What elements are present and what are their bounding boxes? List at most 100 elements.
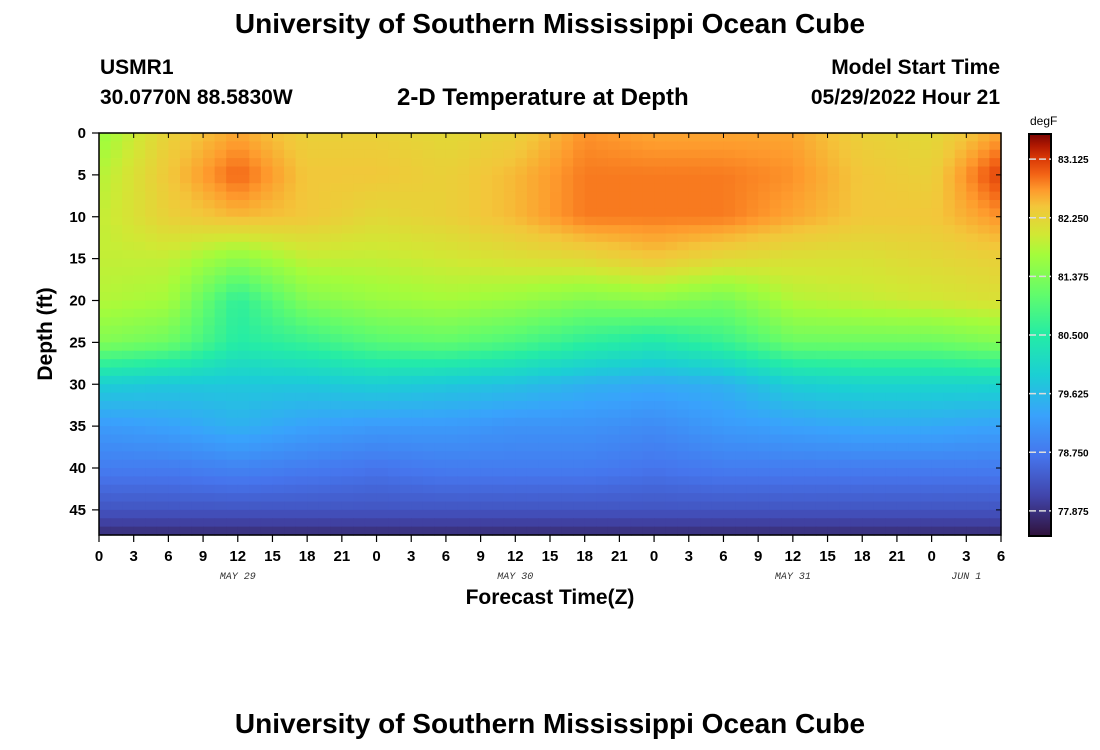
heatmap-cell [723, 325, 736, 335]
heatmap-cell [341, 518, 355, 528]
heatmap-cell [550, 292, 563, 302]
heatmap-cell [920, 191, 933, 201]
heatmap-cell [457, 250, 470, 260]
heatmap-cell [168, 292, 181, 302]
heatmap-cell [515, 216, 528, 226]
heatmap-cell [804, 267, 817, 276]
heatmap-cell [735, 384, 748, 394]
heatmap-cell [99, 434, 112, 444]
heatmap-cell [804, 442, 817, 452]
heatmap-cell [573, 493, 586, 503]
heatmap-cell [503, 174, 516, 184]
heatmap-cell [411, 216, 424, 226]
heatmap-cell [850, 158, 863, 168]
heatmap-cell [792, 174, 806, 184]
heatmap-cell [307, 442, 320, 452]
heatmap-cell [654, 317, 667, 327]
heatmap-cell [99, 493, 112, 503]
heatmap-cell [145, 384, 158, 394]
heatmap-cell [642, 183, 655, 193]
heatmap-cell [642, 141, 655, 151]
heatmap-cell [179, 158, 193, 168]
heatmap-cell [364, 484, 378, 494]
heatmap-cell [203, 518, 216, 528]
heatmap-cell [550, 468, 563, 477]
heatmap-cell [376, 325, 389, 335]
heatmap-cell [711, 325, 725, 335]
heatmap-cell [191, 225, 204, 235]
heatmap-cell [353, 149, 366, 159]
heatmap-cell [723, 426, 736, 436]
heatmap-cell [272, 493, 285, 503]
heatmap-cell [654, 459, 667, 469]
heatmap-cell [434, 501, 447, 511]
heatmap-cell [515, 426, 528, 436]
heatmap-cell [110, 493, 123, 503]
heatmap-cell [665, 308, 678, 318]
heatmap-cell [99, 392, 112, 402]
heatmap-cell [214, 208, 227, 218]
heatmap-cell [769, 183, 782, 193]
heatmap-cell [272, 501, 285, 511]
heatmap-cell [179, 350, 193, 360]
heatmap-cell [388, 468, 401, 477]
heatmap-cell [885, 267, 898, 276]
heatmap-cell [226, 133, 239, 142]
heatmap-cell [839, 409, 852, 419]
heatmap-cell [422, 300, 435, 310]
heatmap-cell [815, 426, 829, 436]
heatmap-cell [989, 334, 1002, 343]
heatmap-cell [630, 409, 644, 419]
heatmap-cell [526, 442, 540, 452]
heatmap-cell [746, 367, 759, 377]
heatmap-cell [318, 426, 331, 436]
heatmap-cell [966, 292, 979, 302]
heatmap-cell [110, 158, 123, 168]
heatmap-cell [966, 392, 979, 402]
heatmap-cell [873, 208, 886, 218]
heatmap-cell [561, 392, 574, 402]
heatmap-cell [630, 350, 644, 360]
heatmap-cell [318, 350, 331, 360]
heatmap-cell [399, 334, 412, 343]
heatmap-cell [203, 426, 216, 436]
heatmap-cell [249, 141, 262, 151]
heatmap-cell [284, 401, 297, 410]
heatmap-cell [376, 367, 389, 377]
heatmap-cell [168, 250, 181, 260]
heatmap-cell [630, 208, 644, 218]
heatmap-cell [862, 367, 875, 377]
heatmap-cell [179, 442, 193, 452]
heatmap-cell [642, 468, 655, 477]
heatmap-cell [526, 149, 540, 159]
heatmap-cell [642, 401, 655, 410]
heatmap-cell [550, 367, 563, 377]
heatmap-cell [654, 250, 667, 260]
heatmap-cell [492, 392, 505, 402]
heatmap-cell [364, 200, 378, 209]
heatmap-cell [711, 509, 725, 519]
heatmap-cell [388, 325, 401, 335]
heatmap-cell [538, 174, 551, 184]
heatmap-cell [665, 334, 678, 343]
heatmap-cell [550, 317, 563, 327]
heatmap-cell [896, 174, 910, 184]
heatmap-cell [550, 493, 563, 503]
heatmap-cell [896, 216, 910, 226]
heatmap-cell [954, 342, 967, 352]
heatmap-cell [214, 501, 227, 511]
heatmap-cell [353, 526, 366, 536]
heatmap-cell [989, 174, 1002, 184]
heatmap-cell [561, 183, 574, 193]
heatmap-cell [445, 233, 459, 243]
heatmap-cell [746, 359, 759, 369]
heatmap-cell [966, 526, 979, 536]
date-label: MAY 31 [775, 572, 811, 583]
heatmap-cell [203, 359, 216, 369]
heatmap-cell [480, 258, 493, 268]
x-tick-label: 6 [164, 548, 172, 565]
heatmap-cell [781, 409, 794, 419]
heatmap-cell [943, 409, 956, 419]
heatmap-cell [896, 317, 910, 327]
heatmap-cell [179, 267, 193, 276]
